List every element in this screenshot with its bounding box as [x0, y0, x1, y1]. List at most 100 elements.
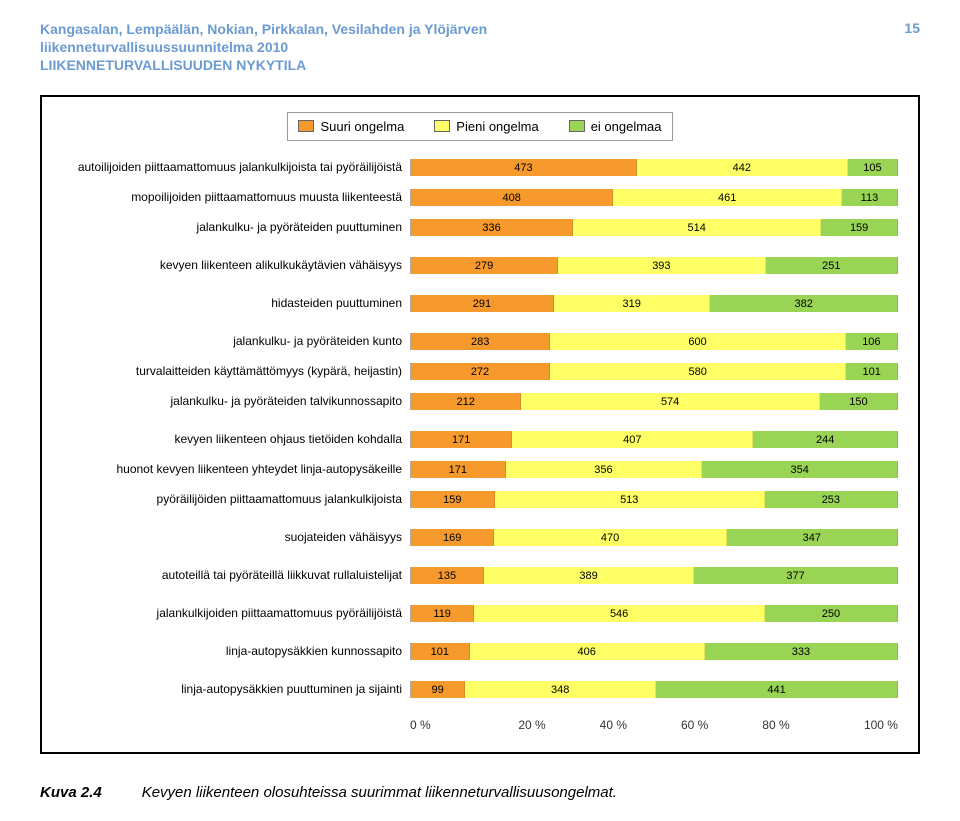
bar-segment: 272 [411, 363, 550, 380]
row-label: suojateiden vähäisyys [62, 531, 410, 544]
chart-row: pyöräilijöiden piittaamattomuus jalankul… [62, 488, 898, 512]
chart-row: kevyen liikenteen alikulkukäytävien vähä… [62, 254, 898, 278]
page-header: Kangasalan, Lempäälän, Nokian, Pirkkalan… [40, 20, 920, 75]
row-bar: 171407244 [410, 431, 898, 448]
bar-segment: 336 [411, 219, 573, 236]
row-label: linja-autopysäkkien kunnossapito [62, 645, 410, 658]
chart-row: autoteillä tai pyöräteillä liikkuvat rul… [62, 564, 898, 588]
bar-segment: 408 [411, 189, 613, 206]
row-label: huonot kevyen liikenteen yhteydet linja-… [62, 463, 410, 476]
bar-segment: 279 [411, 257, 558, 274]
legend-item: Pieni ongelma [434, 119, 538, 134]
row-label: kevyen liikenteen ohjaus tietöiden kohda… [62, 433, 410, 446]
chart-plot-area: autoilijoiden piittaamattomuus jalankulk… [62, 156, 898, 708]
bar-segment: 441 [656, 681, 898, 698]
group-gap [62, 632, 898, 640]
legend-item: Suuri ongelma [298, 119, 404, 134]
row-label: jalankulku- ja pyöräteiden talvikunnossa… [62, 395, 410, 408]
legend-label: Pieni ongelma [456, 119, 538, 134]
header-line1: Kangasalan, Lempäälän, Nokian, Pirkkalan… [40, 20, 487, 38]
bar-segment: 574 [521, 393, 820, 410]
bar-segment: 406 [470, 643, 705, 660]
bar-segment: 356 [506, 461, 703, 478]
bar-segment: 393 [558, 257, 765, 274]
chart-row: jalankulku- ja pyöräteiden kunto28360010… [62, 330, 898, 354]
x-tick: 40 % [573, 718, 654, 732]
bar-segment: 546 [474, 605, 765, 622]
bar-segment: 171 [411, 431, 512, 448]
page-number: 15 [904, 20, 920, 75]
row-label: jalankulku- ja pyöräteiden puuttuminen [62, 221, 410, 234]
chart-row: autoilijoiden piittaamattomuus jalankulk… [62, 156, 898, 180]
chart-row: suojateiden vähäisyys169470347 [62, 526, 898, 550]
row-bar: 99348441 [410, 681, 898, 698]
group-gap [62, 420, 898, 428]
row-label: hidasteiden puuttuminen [62, 297, 410, 310]
row-label: pyöräilijöiden piittaamattomuus jalankul… [62, 493, 410, 506]
bar-segment: 470 [494, 529, 726, 546]
group-gap [62, 246, 898, 254]
bar-segment: 407 [512, 431, 753, 448]
bar-segment: 113 [842, 189, 898, 206]
row-label: kevyen liikenteen alikulkukäytävien vähä… [62, 259, 410, 272]
row-bar: 408461113 [410, 189, 898, 206]
row-label: autoteillä tai pyöräteillä liikkuvat rul… [62, 569, 410, 582]
header-title-block: Kangasalan, Lempäälän, Nokian, Pirkkalan… [40, 20, 487, 75]
header-line3: LIIKENNETURVALLISUUDEN NYKYTILA [40, 56, 487, 74]
row-label: mopoilijoiden piittaamattomuus muusta li… [62, 191, 410, 204]
row-bar: 135389377 [410, 567, 898, 584]
caption-label: Kuva 2.4 [40, 784, 102, 801]
bar-segment: 319 [554, 295, 711, 312]
bar-segment: 101 [846, 363, 898, 380]
bar-segment: 251 [766, 257, 898, 274]
bar-segment: 377 [694, 567, 898, 584]
x-axis: 0 %20 %40 %60 %80 %100 % [410, 718, 898, 732]
legend-item: ei ongelmaa [569, 119, 662, 134]
bar-segment: 347 [727, 529, 898, 546]
bar-segment: 291 [411, 295, 554, 312]
bar-segment: 105 [848, 159, 898, 176]
x-tick: 60 % [654, 718, 735, 732]
x-tick: 80 % [735, 718, 816, 732]
legend-swatch [298, 120, 314, 132]
x-tick: 20 % [491, 718, 572, 732]
chart-row: kevyen liikenteen ohjaus tietöiden kohda… [62, 428, 898, 452]
bar-segment: 283 [411, 333, 550, 350]
chart-row: jalankulku- ja pyöräteiden puuttuminen33… [62, 216, 898, 240]
bar-segment: 159 [411, 491, 495, 508]
row-bar: 291319382 [410, 295, 898, 312]
legend-swatch [569, 120, 585, 132]
group-gap [62, 284, 898, 292]
bar-segment: 119 [411, 605, 474, 622]
bar-segment: 382 [710, 295, 898, 312]
row-label: turvalaitteiden käyttämättömyys (kypärä,… [62, 365, 410, 378]
bar-segment: 135 [411, 567, 484, 584]
bar-segment: 101 [411, 643, 470, 660]
bar-segment: 600 [550, 333, 845, 350]
chart-row: linja-autopysäkkien kunnossapito10140633… [62, 640, 898, 664]
legend-label: ei ongelmaa [591, 119, 662, 134]
chart-row: linja-autopysäkkien puuttuminen ja sijai… [62, 678, 898, 702]
bar-segment: 212 [411, 393, 521, 410]
figure-caption: Kuva 2.4 Kevyen liikenteen olosuhteissa … [40, 784, 920, 801]
header-line2: liikenneturvallisuussuunnitelma 2010 [40, 38, 487, 56]
group-gap [62, 518, 898, 526]
bar-segment: 150 [820, 393, 898, 410]
bar-segment: 473 [411, 159, 637, 176]
chart-row: huonot kevyen liikenteen yhteydet linja-… [62, 458, 898, 482]
row-label: autoilijoiden piittaamattomuus jalankulk… [62, 161, 410, 174]
legend-label: Suuri ongelma [320, 119, 404, 134]
group-gap [62, 322, 898, 330]
row-label: jalankulkijoiden piittaamattomuus pyöräi… [62, 607, 410, 620]
row-bar: 279393251 [410, 257, 898, 274]
bar-segment: 244 [753, 431, 898, 448]
row-label: linja-autopysäkkien puuttuminen ja sijai… [62, 683, 410, 696]
group-gap [62, 670, 898, 678]
bar-segment: 514 [573, 219, 821, 236]
row-bar: 169470347 [410, 529, 898, 546]
bar-segment: 461 [613, 189, 842, 206]
bar-segment: 348 [465, 681, 656, 698]
legend-swatch [434, 120, 450, 132]
row-bar: 473442105 [410, 159, 898, 176]
bar-segment: 253 [765, 491, 898, 508]
